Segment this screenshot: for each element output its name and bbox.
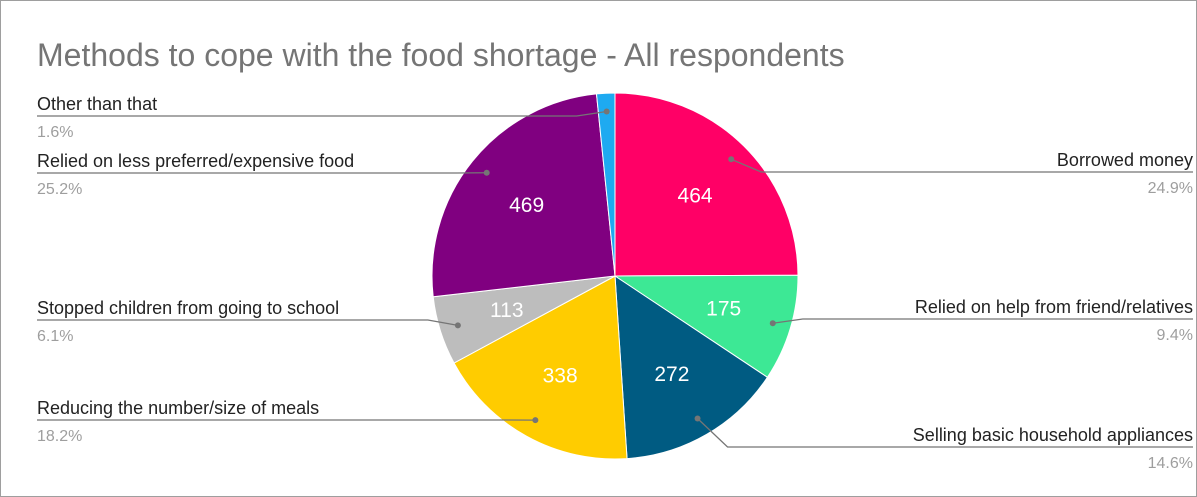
slice-percent-label: 6.1% (37, 328, 73, 345)
leader-dot (694, 415, 701, 422)
slice-category-label: Other than that (37, 94, 157, 114)
pie-slice (614, 275, 769, 460)
leader-dot (728, 156, 735, 163)
pie-slice (431, 93, 616, 298)
slice-category-label: Selling basic household appliances (913, 425, 1193, 445)
slice-percent-label: 24.9% (1148, 180, 1193, 197)
slice-percent-label: 14.6% (1148, 455, 1193, 472)
leader-dot (603, 108, 610, 115)
leader-line (37, 110, 607, 117)
slice-value-label: 338 (543, 364, 578, 387)
slice-value-label: 469 (509, 194, 544, 217)
pie-slice (595, 92, 616, 277)
slice-percent-label: 9.4% (1157, 327, 1193, 344)
slice-category-label: Relied on less preferred/expensive food (37, 151, 354, 171)
leader-dot (483, 169, 490, 176)
leader-dot (532, 417, 539, 424)
leader-dot (769, 320, 776, 327)
slice-percent-label: 1.6% (37, 124, 73, 141)
leader-line (37, 319, 459, 327)
pie-slice (453, 275, 628, 460)
slice-category-label: Reducing the number/size of meals (37, 398, 319, 418)
slice-category-label: Borrowed money (1057, 150, 1193, 170)
slice-category-label: Stopped children from going to school (37, 298, 339, 318)
slice-value-label: 272 (654, 363, 689, 386)
slice-labels: Borrowed money 24.9% Relied on help from f… (37, 94, 1193, 472)
leader-line (730, 158, 1193, 173)
pie-slices: 464 175 272 338 113 469 (431, 92, 799, 460)
slice-value-label: 464 (678, 185, 713, 208)
leader-line (772, 318, 1193, 324)
pie-slice (613, 274, 799, 378)
slice-category-label: Relied on help from friend/relatives (915, 297, 1193, 317)
leader-line (697, 418, 1193, 448)
slice-value-label: 175 (706, 298, 741, 321)
slice-percent-label: 25.2% (37, 181, 82, 198)
chart-title: Methods to cope with the food shortage -… (37, 37, 845, 73)
pie-slice (614, 92, 799, 277)
leader-dot (454, 322, 461, 329)
slice-value-label: 113 (490, 299, 523, 322)
slice-percent-label: 18.2% (37, 428, 82, 445)
